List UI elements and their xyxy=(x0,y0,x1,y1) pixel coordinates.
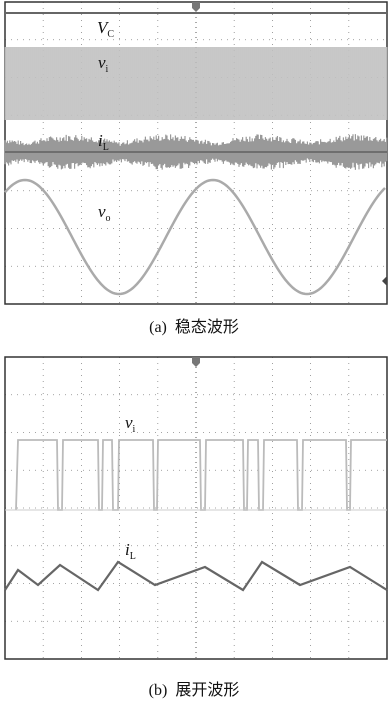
label-subscript: i xyxy=(133,424,136,435)
caption-text: 展开波形 xyxy=(175,681,239,699)
trigger-marker xyxy=(192,357,200,367)
label-subscript: i xyxy=(106,64,109,75)
signal-label: vi xyxy=(125,413,136,435)
caption: (a) 稳态波形 xyxy=(149,318,239,336)
vi-band xyxy=(5,47,387,120)
signal-label: vo xyxy=(98,202,111,224)
label-subscript: L xyxy=(130,551,136,562)
vo-trace xyxy=(5,180,385,294)
signal-label: VC xyxy=(97,18,114,40)
level-marker xyxy=(382,276,387,286)
vi-trace xyxy=(16,440,387,510)
figure: VCviiLvo(a)稳态波形 viiL(b)展开波形 xyxy=(0,0,388,702)
label-subscript: L xyxy=(103,142,109,153)
caption-tag: (a) xyxy=(149,319,167,336)
il-trace xyxy=(5,562,387,590)
label-subscript: o xyxy=(106,213,111,224)
caption-text: 稳态波形 xyxy=(175,318,239,336)
signal-label: iL xyxy=(125,540,136,562)
caption: (b) 展开波形 xyxy=(149,681,240,699)
signal-label: iL xyxy=(98,131,109,153)
caption-tag: (b) xyxy=(149,682,168,699)
label-subscript: C xyxy=(107,29,114,40)
trigger-marker xyxy=(192,2,200,12)
